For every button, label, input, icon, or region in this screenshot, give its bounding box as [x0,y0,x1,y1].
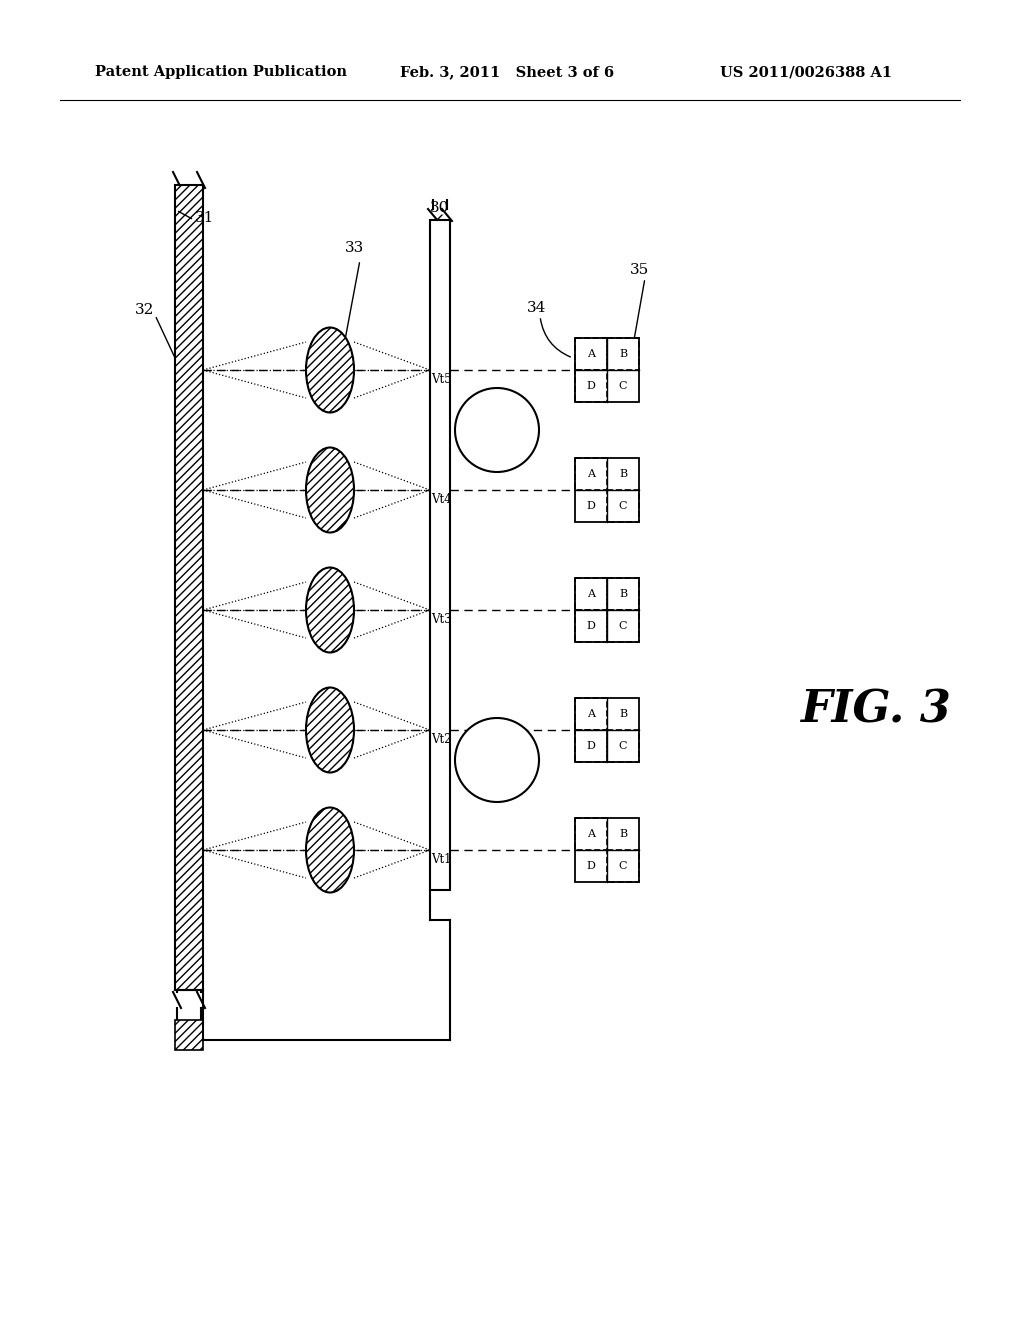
Bar [575,818,607,850]
Bar [607,338,639,370]
Text: B: B [618,348,627,359]
Text: A: A [587,348,595,359]
Text: A: A [587,829,595,840]
Ellipse shape [306,568,354,652]
Bar [575,698,639,762]
Bar [575,730,607,762]
Ellipse shape [306,447,354,532]
Bar [575,370,607,403]
Text: Vt4: Vt4 [431,492,452,506]
Text: C: C [618,381,628,391]
Text: Vt1: Vt1 [431,853,452,866]
Text: D: D [587,381,595,391]
Text: A: A [587,709,595,719]
Text: D: D [587,502,595,511]
Text: 35: 35 [630,263,649,277]
Circle shape [455,388,539,473]
Ellipse shape [306,808,354,892]
Text: 30: 30 [430,201,450,215]
Text: C: C [618,502,628,511]
Bar [575,458,639,521]
Text: Feb. 3, 2011   Sheet 3 of 6: Feb. 3, 2011 Sheet 3 of 6 [400,65,614,79]
Text: D: D [587,741,595,751]
Bar [607,490,639,521]
Bar [575,578,607,610]
Text: D: D [587,620,595,631]
Text: B: B [618,589,627,599]
Bar [607,850,639,882]
Bar [575,338,607,370]
Text: US 2011/0026388 A1: US 2011/0026388 A1 [720,65,892,79]
Ellipse shape [306,327,354,412]
Text: 33: 33 [345,242,365,255]
Text: C: C [618,741,628,751]
Bar [175,1020,203,1049]
Bar [607,578,639,610]
Text: Vt5: Vt5 [431,374,452,385]
Bar [575,610,607,642]
Text: D: D [587,861,595,871]
Bar [430,220,450,890]
Text: 34: 34 [527,301,547,315]
Text: C: C [618,620,628,631]
Bar [607,730,639,762]
Bar [175,185,203,990]
Text: 32: 32 [135,304,155,317]
Text: A: A [587,469,595,479]
Text: B: B [618,709,627,719]
Bar [175,185,203,990]
Text: Vt3: Vt3 [431,612,452,626]
Text: 31: 31 [195,211,214,224]
Bar [575,338,639,403]
Text: B: B [618,829,627,840]
Text: Patent Application Publication: Patent Application Publication [95,65,347,79]
Text: B: B [618,469,627,479]
Bar [607,610,639,642]
Text: C: C [618,861,628,871]
Bar [575,458,607,490]
Circle shape [455,718,539,803]
Bar [575,818,639,882]
Bar [575,698,607,730]
Text: FIG. 3: FIG. 3 [800,689,951,731]
Text: Vt2: Vt2 [431,733,452,746]
Bar [175,1020,203,1049]
Text: A: A [587,589,595,599]
Bar [575,578,639,642]
Ellipse shape [306,688,354,772]
